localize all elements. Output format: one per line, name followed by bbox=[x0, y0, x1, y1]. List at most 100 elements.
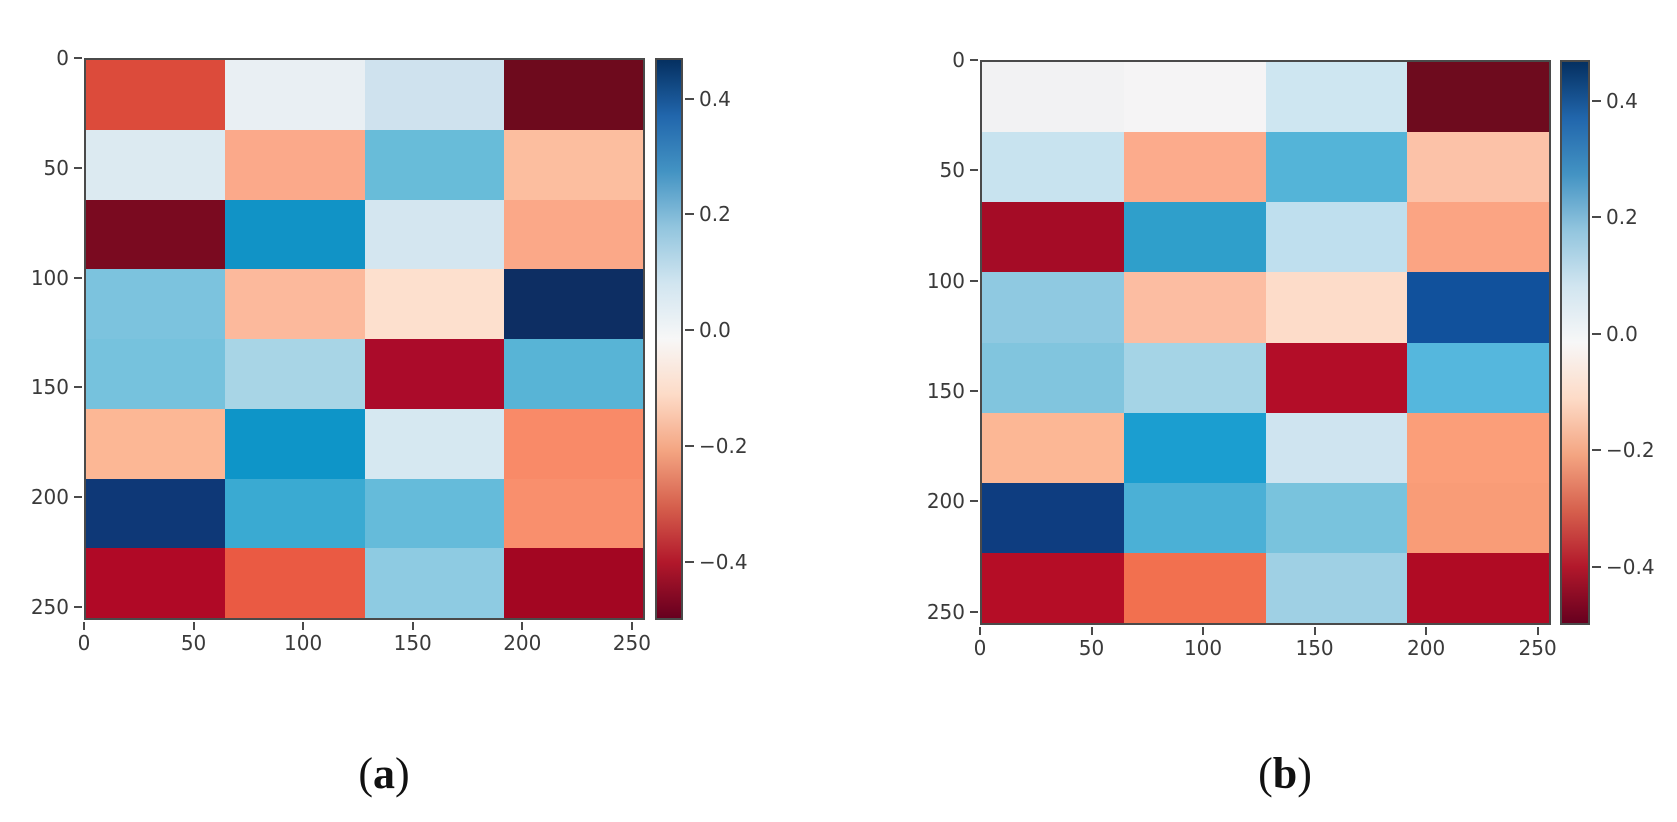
colorbar-a: 0.4 0.2 0.0 −0.2 −0.4 bbox=[655, 58, 748, 620]
x-tick-mark bbox=[192, 622, 195, 630]
heatmap-cell bbox=[1123, 342, 1266, 413]
colorbar-tick-label: 0.4 bbox=[1606, 88, 1638, 113]
y-tick-label: 50 bbox=[43, 155, 69, 180]
heatmap-cell bbox=[86, 60, 226, 130]
y-tick-label: 150 bbox=[30, 375, 69, 400]
y-tick-label: 100 bbox=[30, 265, 69, 290]
x-tick-mark bbox=[630, 622, 633, 630]
heatmap-cell bbox=[364, 548, 504, 618]
heatmap-cell bbox=[1407, 272, 1549, 343]
y-tick-label: 200 bbox=[926, 489, 965, 514]
y-tick-mark bbox=[74, 57, 82, 59]
heatmap-cell bbox=[982, 482, 1124, 553]
heatmap-cell bbox=[503, 199, 643, 270]
colorbar-tick-label: −0.4 bbox=[1606, 554, 1655, 579]
y-tick-mark bbox=[74, 605, 82, 608]
colorbar-a-ticks: 0.4 0.2 0.0 −0.2 −0.4 bbox=[655, 58, 748, 620]
heatmap-cell bbox=[225, 199, 365, 270]
x-tick-mark bbox=[302, 622, 305, 630]
y-tick-mark bbox=[970, 500, 978, 503]
x-tick-mark bbox=[521, 622, 524, 630]
heatmap-cell bbox=[982, 552, 1124, 623]
heatmap-cell bbox=[1265, 482, 1408, 553]
caption-a-open-paren: ( bbox=[358, 749, 373, 798]
y-tick-mark bbox=[970, 390, 978, 393]
x-tick-label: 0 bbox=[973, 636, 987, 660]
y-tick-mark bbox=[74, 386, 82, 389]
heatmap-cell bbox=[225, 129, 365, 200]
heatmap-cell bbox=[503, 548, 643, 618]
heatmap-cell bbox=[1407, 482, 1549, 553]
x-tick-label: 50 bbox=[1078, 636, 1105, 660]
heatmap-cell bbox=[503, 408, 643, 479]
y-tick-mark bbox=[970, 279, 978, 282]
heatmap-cell bbox=[225, 269, 365, 339]
x-tick-mark bbox=[1536, 627, 1539, 635]
x-tick-label: 250 bbox=[1518, 636, 1557, 660]
heatmap-cell bbox=[364, 339, 504, 409]
heatmap-cell bbox=[1265, 552, 1408, 623]
x-tick-label: 200 bbox=[503, 631, 542, 655]
heatmap-cell bbox=[1123, 132, 1266, 203]
y-tick-mark bbox=[970, 59, 978, 61]
colorbar-tick-mark bbox=[685, 213, 694, 216]
x-tick-label: 50 bbox=[180, 631, 207, 655]
colorbar-tick-mark bbox=[685, 329, 694, 332]
colorbar-tick-mark bbox=[685, 561, 694, 564]
y-tick-label: 0 bbox=[56, 46, 69, 70]
y-tick-label: 200 bbox=[30, 485, 69, 510]
y-tick-mark bbox=[74, 276, 82, 279]
heatmap-cell bbox=[225, 408, 365, 479]
x-tick-label: 250 bbox=[612, 631, 651, 655]
caption-b-open-paren: ( bbox=[1258, 749, 1273, 798]
x-tick-mark bbox=[1202, 627, 1205, 635]
colorbar-tick-label: −0.2 bbox=[699, 434, 748, 459]
heatmap-cell bbox=[1265, 342, 1408, 413]
heatmap-cell bbox=[982, 62, 1124, 133]
heatmap-cell bbox=[364, 129, 504, 200]
colorbar-tick-mark bbox=[685, 97, 694, 100]
heatmap-cell bbox=[1123, 202, 1266, 273]
heatmap-cell bbox=[1407, 412, 1549, 483]
heatmap-cell bbox=[1123, 62, 1266, 133]
colorbar-tick-mark bbox=[1592, 99, 1601, 102]
x-tick-mark bbox=[1313, 627, 1316, 635]
colorbar-tick-mark bbox=[685, 445, 694, 448]
heatmap-cell bbox=[982, 132, 1124, 203]
heatmap-cell bbox=[1407, 552, 1549, 623]
heatmap-cell bbox=[225, 548, 365, 618]
colorbar-b: 0.4 0.2 0.0 −0.2 −0.4 bbox=[1560, 60, 1655, 625]
caption-b: (b) bbox=[980, 748, 1590, 799]
heatmap-b-grid bbox=[980, 60, 1551, 625]
colorbar-tick-mark bbox=[1592, 449, 1601, 452]
heatmap-cell bbox=[1407, 132, 1549, 203]
colorbar-b-ticks: 0.4 0.2 0.0 −0.2 −0.4 bbox=[1560, 60, 1655, 625]
heatmap-cell bbox=[225, 339, 365, 409]
heatmap-cell bbox=[364, 199, 504, 270]
heatmap-a-grid bbox=[84, 58, 645, 620]
heatmap-cell bbox=[86, 478, 226, 549]
heatmap-cell bbox=[1265, 202, 1408, 273]
heatmap-cell bbox=[503, 269, 643, 339]
heatmap-cell bbox=[86, 339, 226, 409]
heatmap-cell bbox=[1265, 132, 1408, 203]
colorbar-tick-label: −0.4 bbox=[699, 550, 748, 575]
y-tick-mark bbox=[970, 610, 978, 613]
heatmap-cell bbox=[364, 269, 504, 339]
heatmap-cell bbox=[364, 408, 504, 479]
x-tick-mark bbox=[1425, 627, 1428, 635]
y-tick-label: 100 bbox=[926, 268, 965, 293]
caption-b-letter: b bbox=[1272, 749, 1298, 798]
heatmap-cell bbox=[982, 412, 1124, 483]
colorbar-tick-label: 0.0 bbox=[1606, 321, 1638, 346]
heatmap-cell bbox=[1407, 342, 1549, 413]
heatmap-cell bbox=[982, 202, 1124, 273]
heatmap-cell bbox=[86, 199, 226, 270]
y-tick-label: 250 bbox=[30, 594, 69, 619]
colorbar-tick-label: 0.2 bbox=[699, 202, 731, 227]
heatmap-b: 0 50 100 150 200 250 0 50 100 150 200 250 bbox=[927, 48, 1557, 660]
heatmap-cell bbox=[1123, 272, 1266, 343]
x-tick-mark bbox=[83, 622, 85, 630]
x-tick-label: 200 bbox=[1407, 636, 1446, 660]
